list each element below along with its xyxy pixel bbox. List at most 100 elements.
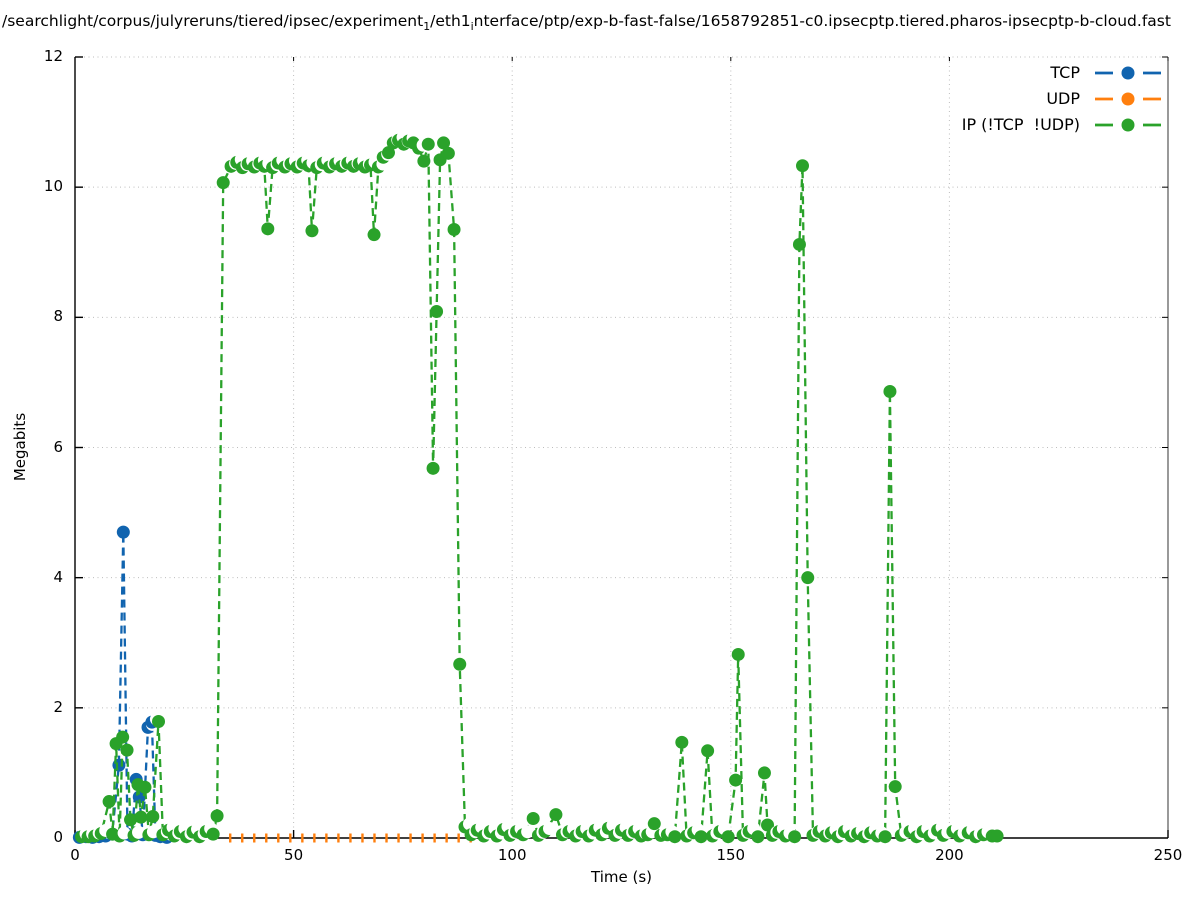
series-ip-tcp-udp--point <box>102 795 116 809</box>
series-ip-tcp-udp--point <box>437 136 451 150</box>
series-ip-tcp-udp--point-mask <box>132 825 146 839</box>
series-ip-tcp-udp--point <box>549 808 563 822</box>
series-ip-tcp-udp--point <box>701 744 715 758</box>
legend-row: UDP <box>962 88 1162 109</box>
legend-sample <box>1095 66 1161 79</box>
series-ip-tcp-udp--point <box>305 224 319 238</box>
series-udp-point <box>373 833 376 843</box>
x-tick-label: 250 <box>1153 846 1183 864</box>
series-tcp-point <box>116 525 130 539</box>
series-ip-tcp-udp--point <box>453 657 467 671</box>
series-udp-point <box>277 833 280 843</box>
y-tick-label: 0 <box>53 828 63 846</box>
series-ip-tcp-udp--point <box>441 146 455 160</box>
x-tick-label: 150 <box>716 846 746 864</box>
series-udp-point <box>457 833 460 843</box>
legend-sample <box>1095 92 1161 105</box>
title-subscript: i <box>470 19 474 30</box>
series-udp-point <box>349 833 352 843</box>
legend-sample-circle <box>1121 66 1135 79</box>
series-ip-tcp-udp--point <box>210 809 224 823</box>
series-ip-tcp-udp--point <box>381 146 395 160</box>
series-ip-tcp-udp--point <box>216 176 230 190</box>
series-udp-point <box>337 833 340 843</box>
series-udp-point <box>265 833 268 843</box>
y-tick-label: 4 <box>53 567 63 586</box>
series-ip-tcp-udp--point <box>261 222 275 236</box>
title-segment: nterface/ptp/exp-b-fast-false/1658792851… <box>473 12 1171 30</box>
legend-sample <box>1095 118 1161 131</box>
chart-title: /searchlight/corpus/julyreruns/tiered/ip… <box>2 12 1197 30</box>
series-ip-tcp-udp--point <box>761 818 775 832</box>
legend-row: IP (!TCP !UDP) <box>962 114 1162 135</box>
title-subscript: 1 <box>423 19 431 30</box>
series-ip-tcp-udp--point <box>134 810 148 824</box>
series-ip-tcp-udp--point <box>878 830 892 844</box>
series-udp-point <box>253 833 256 843</box>
x-tick-label: 100 <box>497 846 527 864</box>
title-segment: /eth1 <box>430 12 471 30</box>
series-ip-tcp-udp--point <box>138 780 152 794</box>
series-ip-tcp-udp--point <box>801 571 815 585</box>
series-ip-tcp-udp--point <box>124 813 138 827</box>
legend-sample-circle <box>1121 118 1135 131</box>
title-segment: /searchlight/corpus/julyreruns/tiered/ip… <box>2 12 424 30</box>
x-tick-label: 200 <box>935 846 964 864</box>
series-ip-tcp-udp--point <box>888 780 902 794</box>
series-udp-point <box>241 833 244 843</box>
x-tick-label: 0 <box>70 846 80 864</box>
series-udp-point <box>361 833 364 843</box>
series-ip-tcp-udp--point <box>417 154 431 168</box>
series-ip-tcp-udp--point <box>883 385 897 399</box>
series-ip-tcp-udp--point <box>647 817 661 831</box>
series-ip-tcp-udp--point <box>668 830 682 844</box>
series-ip-tcp-udp--point <box>426 461 440 475</box>
series-ip-tcp-udp--point <box>421 137 435 151</box>
series-udp-point <box>229 833 232 843</box>
legend-label: IP (!TCP !UDP) <box>961 115 1080 134</box>
series-ip-tcp-udp--point <box>792 237 806 251</box>
series-ip-tcp-udp--point <box>757 766 771 780</box>
legend: TCP UDP IP (!TCP !UDP) <box>962 62 1162 135</box>
series-ip-tcp-udp--point <box>721 830 735 844</box>
legend-label: TCP <box>1050 63 1080 82</box>
y-tick-label: 10 <box>43 177 63 196</box>
series-ip-tcp-udp--point <box>116 730 130 744</box>
series-ip-tcp-udp--point <box>796 159 810 173</box>
series-udp-point <box>301 833 304 843</box>
series-udp-point <box>313 833 316 843</box>
series-ip-tcp-udp--point <box>526 811 540 825</box>
series-ip-tcp-udp--point <box>788 830 802 844</box>
series-udp-point <box>433 833 436 843</box>
legend-label: UDP <box>1046 89 1080 108</box>
legend-row: TCP <box>962 62 1162 83</box>
series-ip-tcp-udp--point-mask <box>117 826 131 840</box>
series-ip-tcp-udp--point <box>675 735 689 749</box>
series-ip-tcp-udp--point <box>731 647 745 661</box>
series-udp-point <box>445 833 448 843</box>
series-udp-point <box>397 833 400 843</box>
series-ip-tcp-udp--point <box>447 222 461 236</box>
series-ip-tcp-udp--point <box>367 228 381 242</box>
series-udp-point <box>385 833 388 843</box>
series-ip-tcp-udp--point <box>729 773 743 787</box>
y-tick-label: 2 <box>53 697 63 716</box>
series-ip-tcp-udp--line <box>81 139 998 838</box>
series-ip-tcp-udp--point <box>146 810 160 824</box>
series-udp-point <box>289 833 292 843</box>
y-tick-label: 12 <box>43 47 63 65</box>
y-tick-label: 8 <box>53 307 63 326</box>
series-ip-tcp-udp--point-mask <box>542 821 556 835</box>
series-ip-tcp-udp--point <box>206 827 220 841</box>
series-tcp-point <box>132 790 146 804</box>
y-tick-label: 6 <box>53 437 63 456</box>
series-ip-tcp-udp--point-mask <box>521 825 535 839</box>
series-udp-point <box>325 833 328 843</box>
series-ip-tcp-udp--point <box>751 830 765 844</box>
series-tcp-line <box>79 530 167 839</box>
series-ip-tcp-udp--point <box>990 829 1004 843</box>
x-axis-label: Time (s) <box>591 868 652 886</box>
x-tick-label: 50 <box>284 846 304 864</box>
